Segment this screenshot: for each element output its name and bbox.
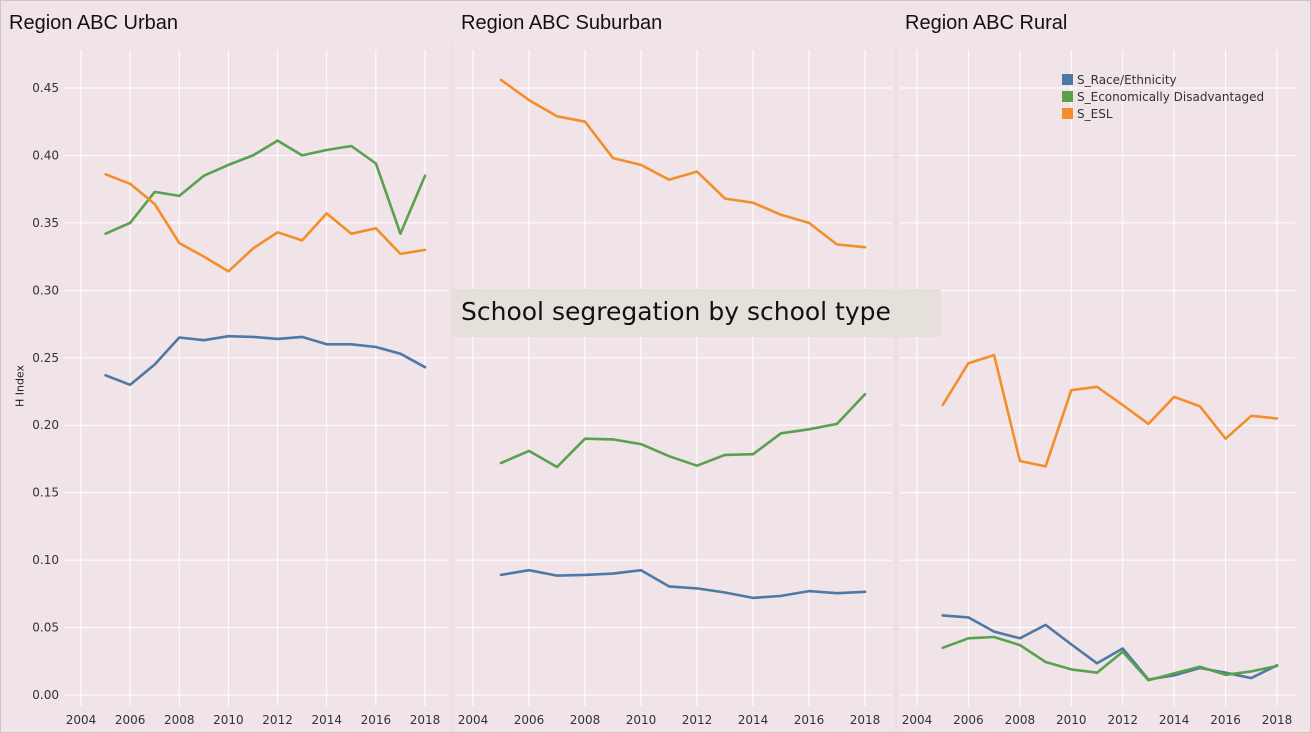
series-line-econ-1 (499, 392, 867, 469)
x-tick-label-1-0: 2004 (458, 713, 489, 727)
legend-label-esl: S_ESL (1077, 107, 1113, 121)
series-line-esl-1 (499, 78, 867, 249)
y-tick-label-2: 0.10 (32, 553, 59, 567)
legend-label-econ: S_Economically Disadvantaged (1077, 90, 1265, 104)
y-axis-label: H Index (13, 364, 27, 408)
x-tick-label-2-6: 2016 (1210, 713, 1241, 727)
panel-title-urban: Region ABC Urban (9, 12, 178, 34)
x-tick-label-0-5: 2014 (311, 713, 342, 727)
panel-title-suburban: Region ABC Suburban (461, 12, 663, 34)
x-tick-label-1-5: 2014 (738, 713, 769, 727)
series-line-race-2 (941, 614, 1279, 681)
legend-label-race: S_Race/Ethnicity (1077, 73, 1177, 87)
x-tick-label-0-0: 2004 (66, 713, 97, 727)
x-tick-label-2-4: 2012 (1107, 713, 1138, 727)
x-tick-label-1-1: 2006 (514, 713, 545, 727)
legend: S_Race/Ethnicity S_Economically Disadvan… (1062, 72, 1264, 123)
x-tick-label-0-3: 2010 (213, 713, 244, 727)
x-tick-label-2-5: 2014 (1159, 713, 1190, 727)
legend-item-esl[interactable]: S_ESL (1062, 106, 1264, 123)
y-tick-label-9: 0.45 (32, 81, 59, 95)
y-tick-label-8: 0.40 (32, 148, 59, 162)
legend-swatch-esl (1062, 108, 1073, 119)
y-tick-label-7: 0.35 (32, 216, 59, 230)
x-tick-label-1-4: 2012 (682, 713, 713, 727)
x-tick-label-1-7: 2018 (850, 713, 881, 727)
x-tick-label-0-6: 2016 (361, 713, 392, 727)
legend-swatch-econ (1062, 91, 1073, 102)
series-line-econ-2 (941, 635, 1279, 682)
x-tick-label-0-2: 2008 (164, 713, 195, 727)
series-line-esl-2 (941, 353, 1279, 468)
y-tick-label-1: 0.05 (32, 621, 59, 635)
series-line-race-0 (104, 334, 427, 387)
series-line-race-1 (499, 568, 867, 600)
x-tick-label-2-2: 2008 (1005, 713, 1036, 727)
panel-title-rural: Region ABC Rural (905, 12, 1068, 34)
title-banner: School segregation by school type (451, 289, 941, 337)
y-tick-label-0: 0.00 (32, 688, 59, 702)
y-tick-label-4: 0.20 (32, 418, 59, 432)
legend-swatch-race (1062, 74, 1073, 85)
x-tick-label-1-2: 2008 (570, 713, 601, 727)
x-tick-label-2-7: 2018 (1262, 713, 1293, 727)
banner-title: School segregation by school type (461, 297, 891, 326)
x-tick-label-1-6: 2016 (794, 713, 825, 727)
legend-item-econ[interactable]: S_Economically Disadvantaged (1062, 89, 1264, 106)
y-tick-label-3: 0.15 (32, 486, 59, 500)
x-tick-label-0-4: 2012 (262, 713, 293, 727)
x-tick-label-2-3: 2010 (1056, 713, 1087, 727)
series-line-esl-0 (104, 173, 427, 273)
x-tick-label-2-1: 2006 (953, 713, 984, 727)
legend-item-race[interactable]: S_Race/Ethnicity (1062, 72, 1264, 89)
series-line-econ-0 (104, 139, 427, 235)
y-tick-label-6: 0.30 (32, 283, 59, 297)
x-tick-label-0-7: 2018 (410, 713, 441, 727)
x-tick-label-0-1: 2006 (115, 713, 146, 727)
x-tick-label-1-3: 2010 (626, 713, 657, 727)
x-tick-label-2-0: 2004 (902, 713, 933, 727)
y-tick-label-5: 0.25 (32, 351, 59, 365)
